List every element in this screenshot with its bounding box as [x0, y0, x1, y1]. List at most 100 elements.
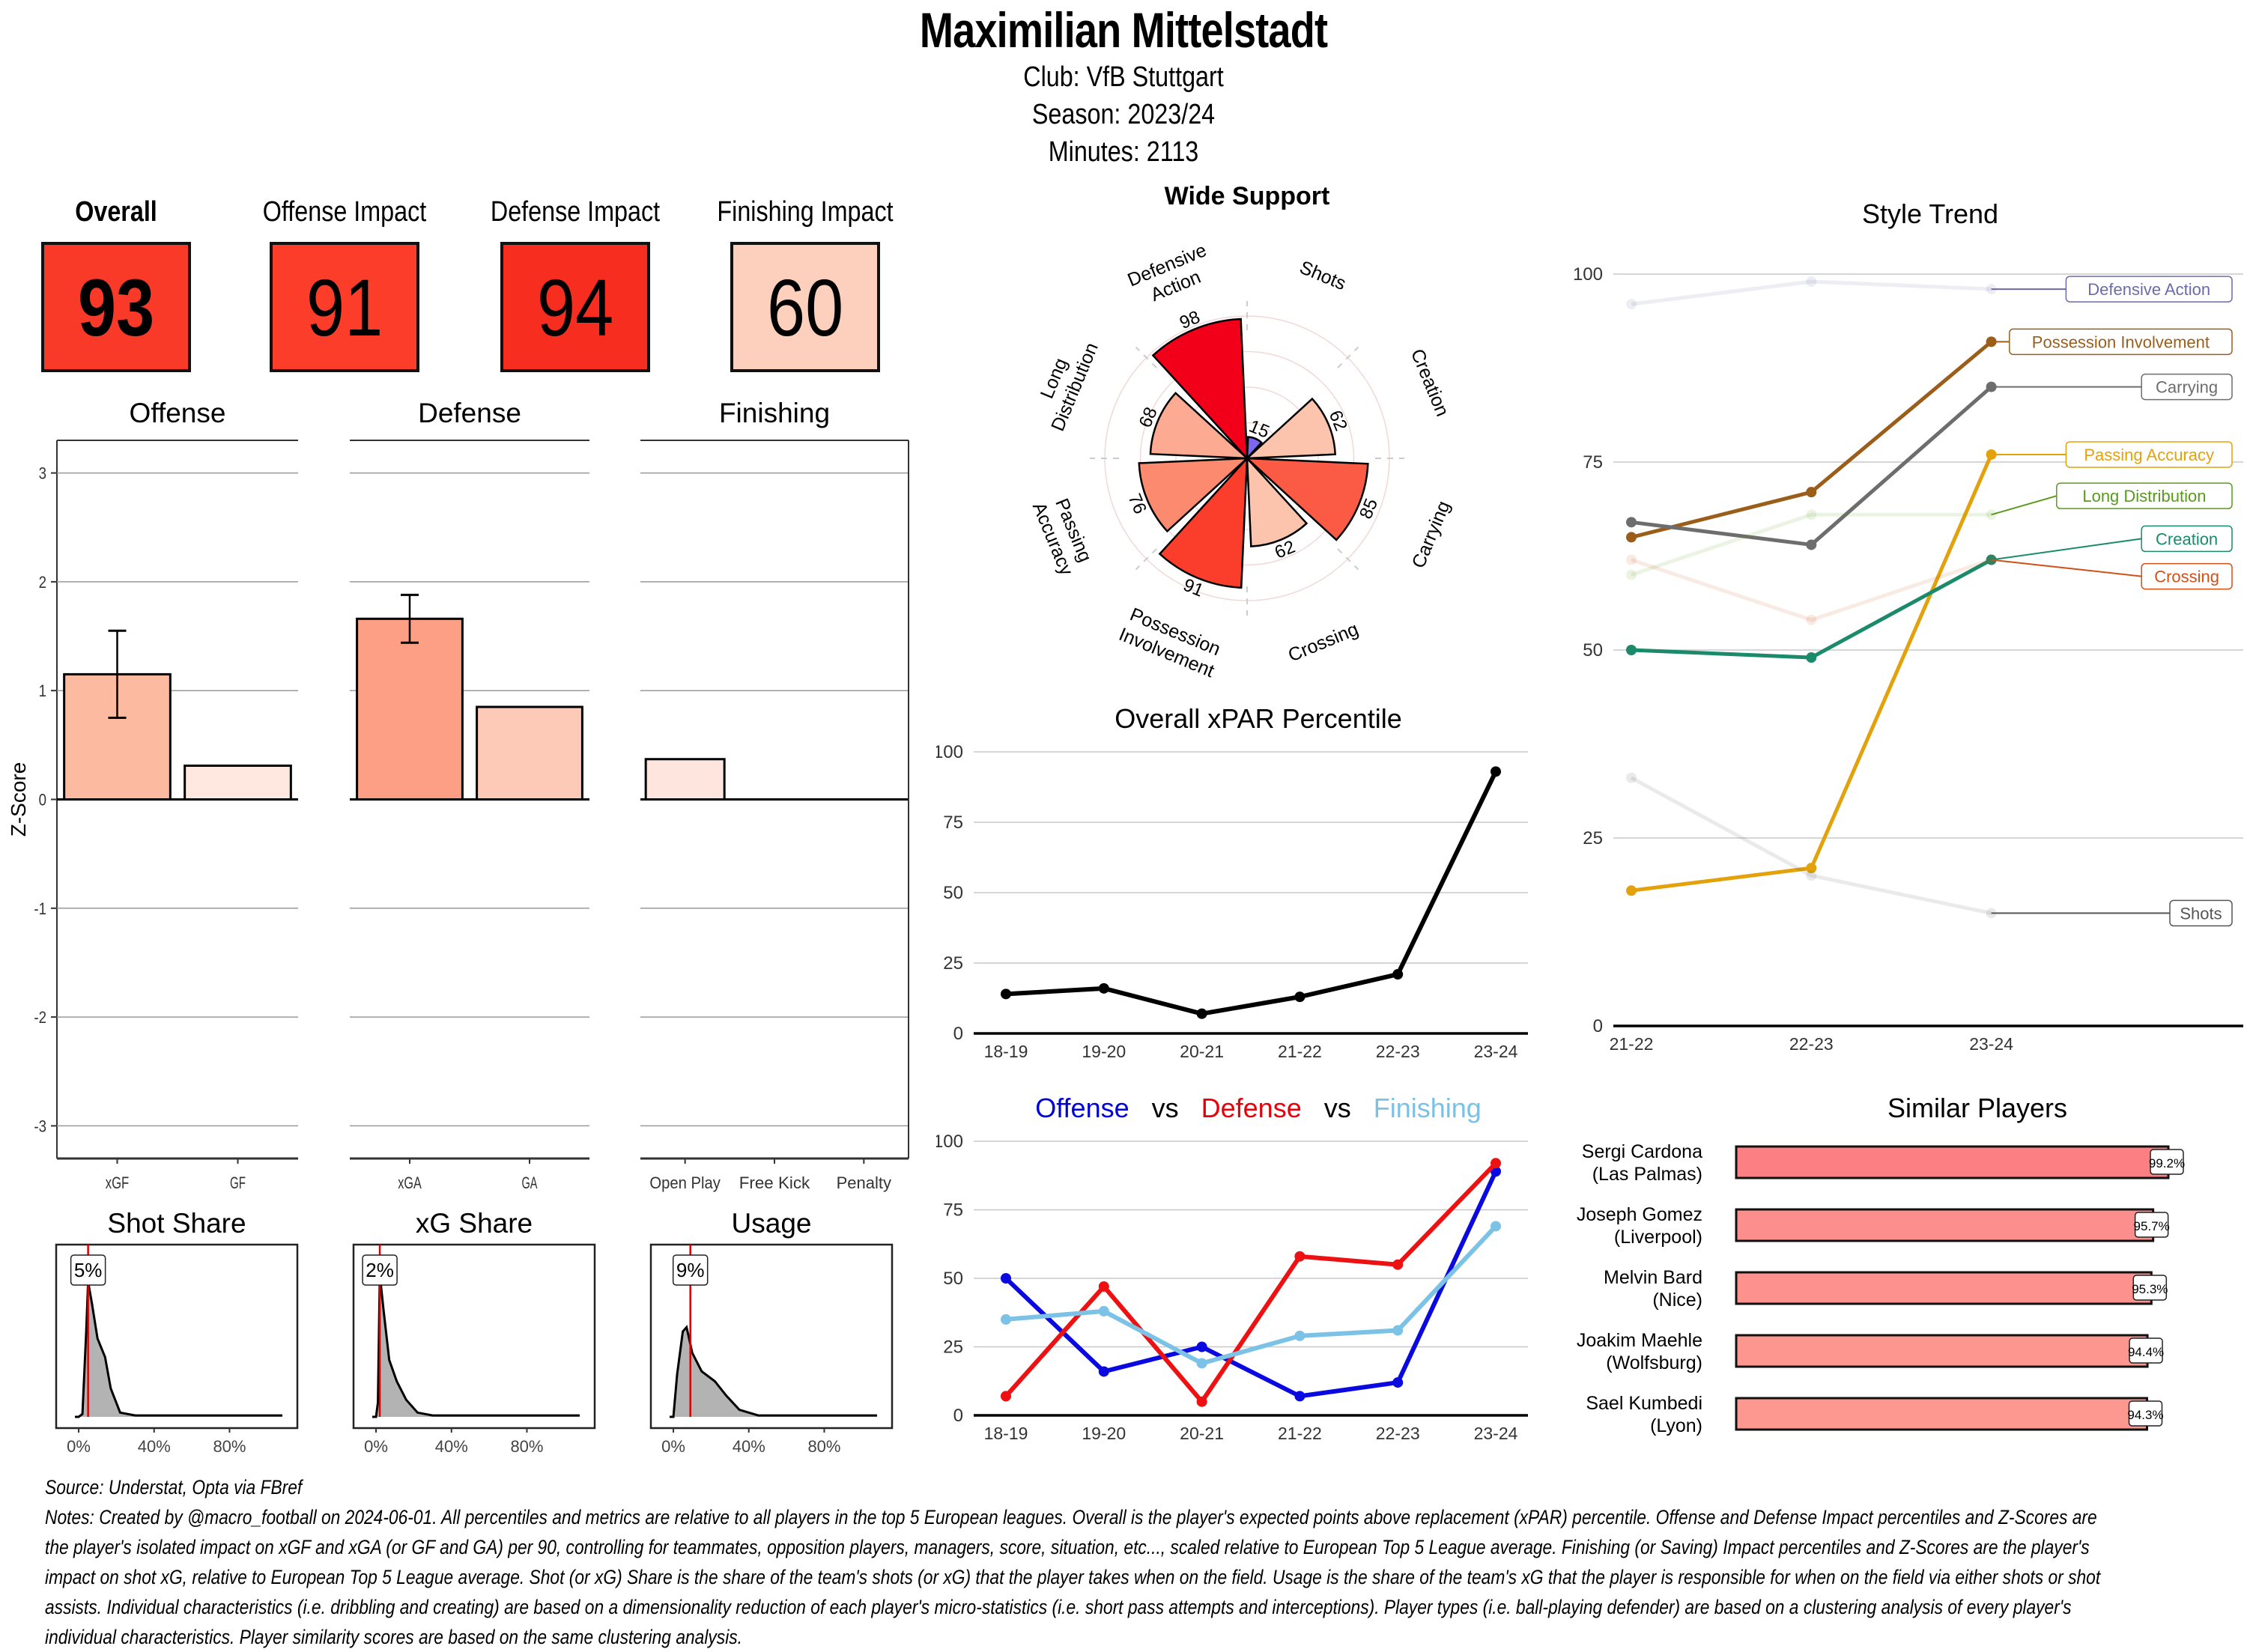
series-point — [1196, 1341, 1207, 1352]
series-point — [1392, 1377, 1404, 1388]
series-point — [1806, 870, 1817, 881]
zscore-chart: Z-Score 3 2 1 0 -1 -2 -3 Offense xGF GF Defense xGA G… — [7, 398, 909, 1192]
polar-gridline — [1175, 386, 1319, 530]
y-tick-label: 100 — [936, 742, 963, 762]
density-title: Shot Share — [107, 1208, 246, 1239]
x-tick-label: 22-23 — [1376, 1042, 1420, 1061]
season-line: Season: 2023/24 — [1031, 99, 1216, 130]
density-frame — [649, 1243, 894, 1430]
series-point — [1294, 1330, 1306, 1341]
similar-players-chart: Similar Players Sergi Cardona(Las Palmas)… — [1577, 1093, 2185, 1436]
value-label: 2% — [366, 1259, 394, 1281]
x-tick-label: 22-23 — [1789, 1034, 1834, 1054]
series-point — [1986, 284, 1997, 295]
series-label-box — [2141, 373, 2233, 401]
series-label-box — [2009, 328, 2233, 356]
minutes-line: Minutes: 2113 — [1048, 136, 1199, 168]
offense-defense-finishing-chart: Offense vs Defense vs Finishing 0 25 50 75 10… — [936, 1093, 1528, 1443]
notes-line: Notes: Created by @macro_football on 202… — [45, 1506, 2097, 1528]
zscore-bar — [356, 617, 464, 801]
similarity-label-box — [2128, 1400, 2163, 1427]
title-part: vs — [1129, 1093, 1179, 1123]
similarity-label: 95.3% — [2132, 1282, 2168, 1296]
series-point — [1626, 299, 1637, 310]
density-curve — [670, 1325, 877, 1418]
y-axis-label: Z-Score — [7, 762, 30, 837]
series-point — [1986, 336, 1997, 347]
series-point — [1392, 969, 1404, 980]
series-line — [1630, 776, 1992, 915]
series-label-box — [2141, 525, 2233, 553]
x-tick-label: 22-23 — [1376, 1424, 1420, 1443]
y-tick-label: 3 — [39, 465, 46, 483]
x-tick-label: 19-20 — [1082, 1042, 1126, 1061]
polar-bar — [1158, 455, 1249, 589]
series-point — [1626, 532, 1637, 543]
notes-line: assists. Individual characteristics (i.e… — [45, 1596, 2072, 1618]
series-point — [1001, 989, 1011, 1000]
value-label-box — [362, 1254, 398, 1286]
x-tick-label: xGA — [398, 1173, 422, 1192]
series-label-box — [2169, 899, 2233, 927]
similarity-label-box — [2134, 1212, 2169, 1238]
similarity-label-box — [2132, 1275, 2168, 1301]
y-tick-label: 25 — [1583, 828, 1603, 848]
series-point — [1196, 1396, 1207, 1407]
notes-line: impact on shot xG, relative to European … — [45, 1566, 2101, 1588]
series-point — [1806, 863, 1817, 874]
similarity-label: 94.4% — [2128, 1345, 2164, 1359]
x-tick-label: 80% — [510, 1437, 543, 1456]
series-point — [1196, 1008, 1207, 1019]
x-tick-label: 23-24 — [1969, 1034, 2013, 1054]
chart-title: Similar Players — [1887, 1093, 2067, 1123]
similarity-bar — [1735, 1397, 2148, 1431]
series-point — [1294, 1391, 1306, 1402]
value-label-box — [672, 1254, 709, 1286]
title-part: Finishing — [1351, 1093, 1482, 1123]
polar-bar — [1244, 457, 1369, 541]
series-line — [1005, 1224, 1498, 1366]
series-point — [1806, 509, 1817, 520]
player-name: Sael Kumbedi — [1586, 1393, 1702, 1414]
notes-line: individual characteristics. Player simil… — [45, 1626, 742, 1648]
player-club: (Wolfsburg) — [1606, 1352, 1702, 1373]
x-tick-label: 18-19 — [984, 1042, 1028, 1061]
style-trend-chart: Style Trend 0 25 50 75 100 21-22 22-23 23-24 Defe… — [1573, 198, 2243, 1054]
y-tick-label: 0 — [953, 1024, 963, 1044]
series-point — [1626, 517, 1637, 528]
series-label: Carrying — [2156, 378, 2218, 397]
kpi-label: Overall — [75, 196, 157, 228]
similarity-label: 95.7% — [2134, 1219, 2170, 1233]
zscore-bar — [184, 764, 292, 801]
x-tick-label: 80% — [807, 1437, 840, 1456]
x-tick-label: 0% — [67, 1437, 91, 1456]
xpar-percentile-chart: Overall xPAR Percentile 0 25 50 75 100 18-19 19… — [936, 703, 1528, 1061]
kpi-tile: 91 — [270, 242, 419, 372]
series-point — [1986, 381, 1997, 392]
series-point — [1001, 1314, 1011, 1325]
series-point — [1806, 487, 1817, 498]
polar-bar — [1244, 397, 1336, 460]
x-tick-label: 20-21 — [1180, 1042, 1224, 1061]
player-name: Melvin Bard — [1604, 1267, 1702, 1288]
series-line — [1631, 385, 1993, 547]
player-name: Maximilian Mittelstadt — [919, 2, 1328, 58]
y-tick-label: 75 — [943, 1200, 963, 1221]
kpi-label: Offense Impact — [262, 196, 427, 228]
density-curve — [75, 1281, 282, 1418]
x-tick-label: 40% — [138, 1437, 171, 1456]
similarity-label: 99.2% — [2149, 1156, 2185, 1170]
series-line — [1631, 453, 1993, 893]
x-tick-label: 40% — [435, 1437, 468, 1456]
similarity-label: 94.3% — [2127, 1408, 2163, 1422]
chart-title: Overall xPAR Percentile — [1115, 703, 1401, 734]
notes-line: the player's isolated impact on xGF and … — [45, 1536, 2090, 1558]
polar-category-label: Crossing — [1285, 619, 1362, 666]
series-label: Creation — [2156, 529, 2218, 548]
polar-spoke — [1337, 548, 1359, 571]
series-point — [1491, 1158, 1501, 1169]
x-tick-label: 20-21 — [1180, 1424, 1224, 1443]
x-tick-label: 0% — [364, 1437, 388, 1456]
density-curve — [372, 1274, 580, 1418]
chart-title: Style Trend — [1862, 198, 1998, 229]
